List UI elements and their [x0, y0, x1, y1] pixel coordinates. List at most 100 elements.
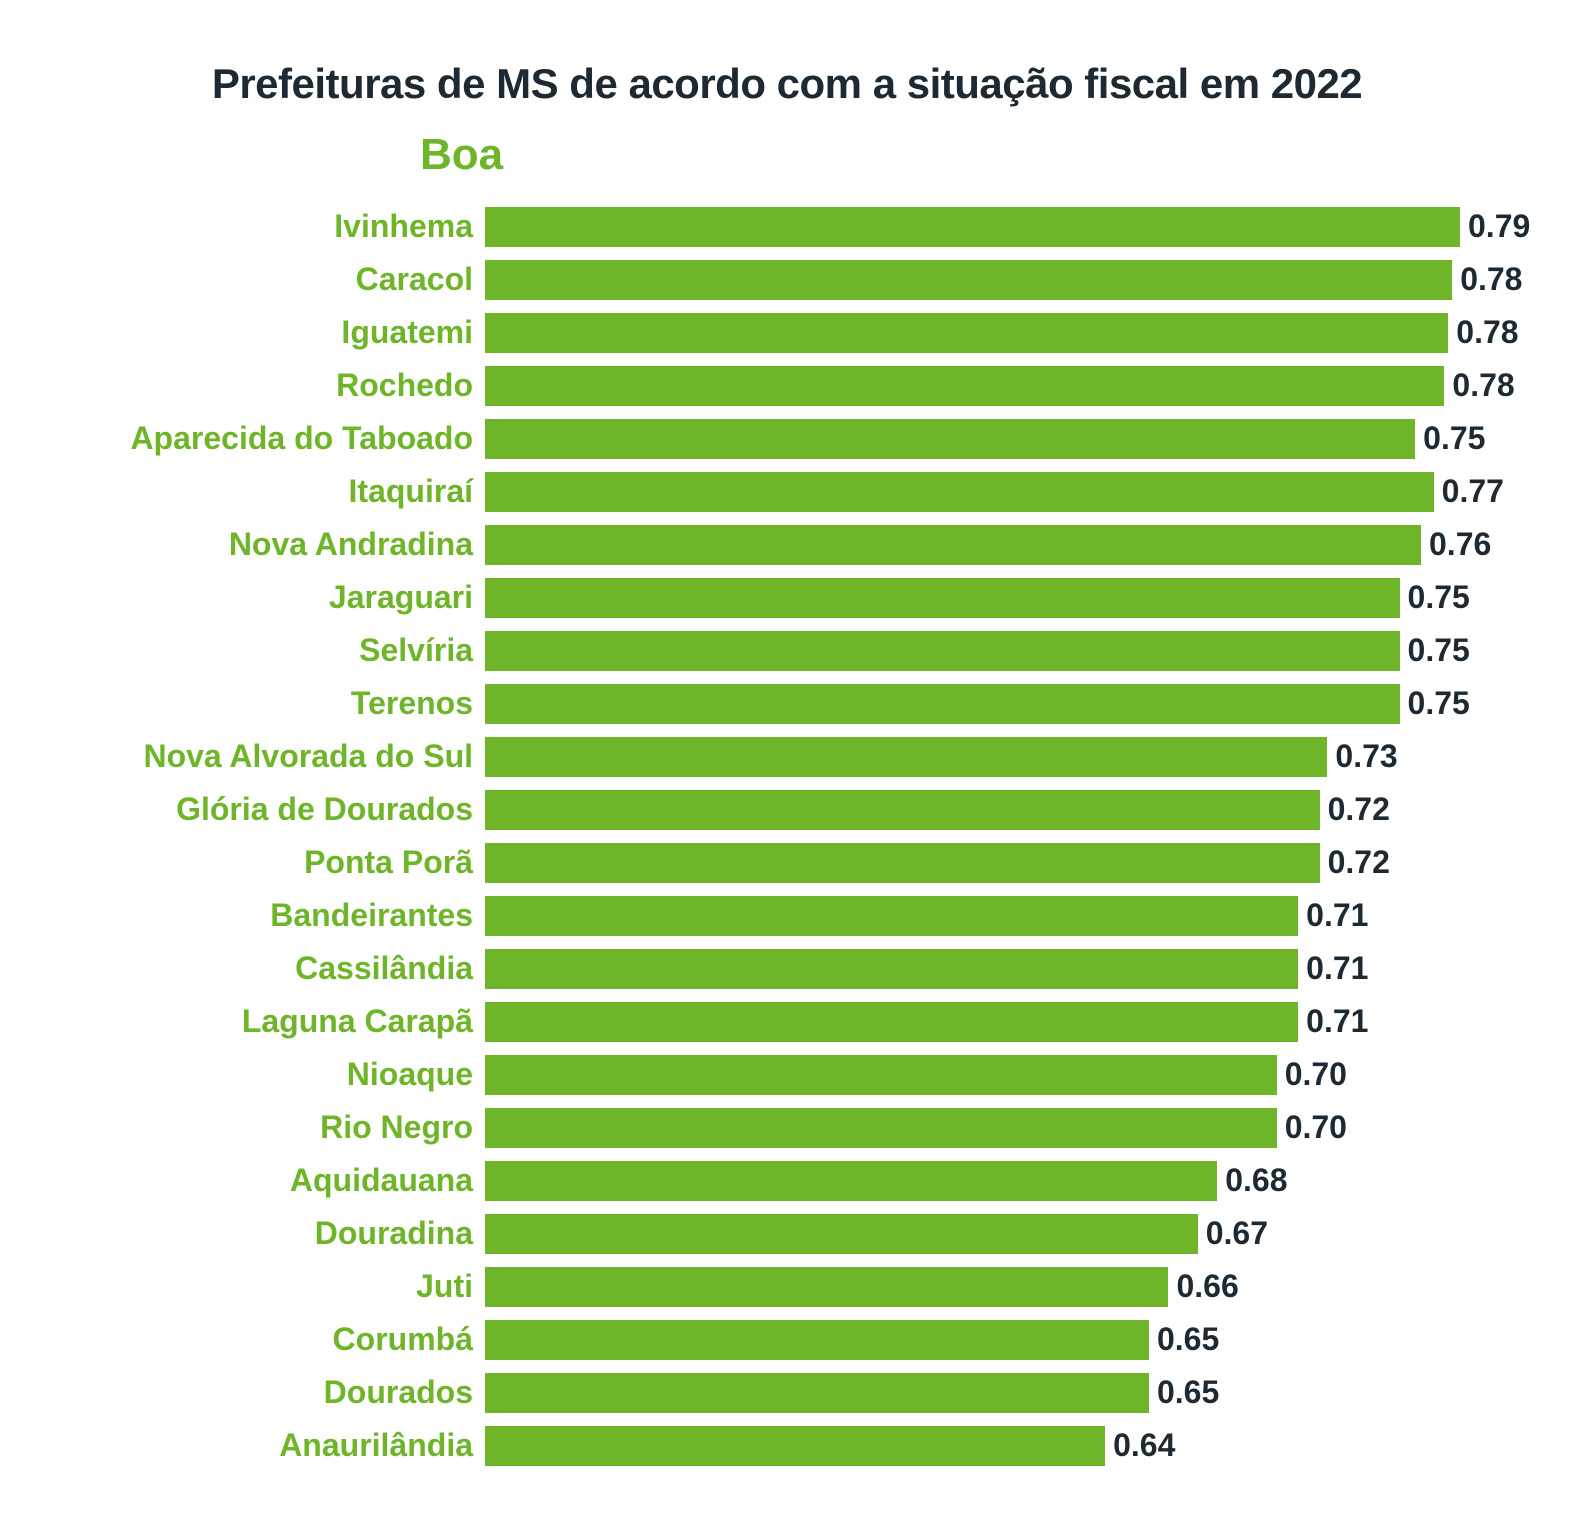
bar: [485, 578, 1400, 618]
bar: [485, 1267, 1168, 1307]
bar-row: Juti 0.66: [50, 1260, 1524, 1313]
bar-label: Ivinhema: [50, 208, 485, 245]
bar: [485, 1373, 1149, 1413]
bar-area: 0.71: [485, 949, 1524, 989]
bar-row: Douradina 0.67: [50, 1207, 1524, 1260]
bar: [485, 525, 1421, 565]
bar-value: 0.71: [1298, 897, 1368, 934]
bar-area: 0.77: [485, 472, 1524, 512]
bar-area: 0.78: [485, 260, 1524, 300]
bar-area: 0.67: [485, 1214, 1524, 1254]
bar-area: 0.71: [485, 1002, 1524, 1042]
bar-row: Nova Alvorada do Sul 0.73: [50, 730, 1524, 783]
bar-value: 0.70: [1277, 1056, 1347, 1093]
bar-row: Anaurilândia0.64: [50, 1419, 1524, 1472]
bar-row: Iguatemi0.78: [50, 306, 1524, 359]
bar-label: Douradina: [50, 1215, 485, 1252]
bar-row: Caracol0.78: [50, 253, 1524, 306]
bar: [485, 843, 1320, 883]
bar: [485, 1055, 1277, 1095]
bar-value: 0.75: [1400, 685, 1470, 722]
bar: [485, 949, 1298, 989]
bar: [485, 313, 1448, 353]
bar-value: 0.65: [1149, 1374, 1219, 1411]
bar-label: Itaquiraí: [50, 473, 485, 510]
bar-area: 0.75: [485, 684, 1524, 724]
chart-title: Prefeituras de MS de acordo com a situaç…: [50, 60, 1524, 108]
bar-value: 0.75: [1400, 632, 1470, 669]
bar: [485, 737, 1327, 777]
bar-label: Jaraguari: [50, 579, 485, 616]
chart-container: Prefeituras de MS de acordo com a situaç…: [0, 0, 1574, 1536]
bar-area: 0.75: [485, 578, 1524, 618]
bar-value: 0.70: [1277, 1109, 1347, 1146]
bar-area: 0.76: [485, 525, 1524, 565]
bar: [485, 896, 1298, 936]
bar-row: Cassilândia0.71: [50, 942, 1524, 995]
bar-area: 0.73: [485, 737, 1524, 777]
bar-chart: Ivinhema0.79Caracol0.78Iguatemi0.78Roche…: [50, 200, 1524, 1472]
bar-label: Aparecida do Taboado: [50, 420, 485, 457]
bar-area: 0.65: [485, 1373, 1524, 1413]
bar: [485, 260, 1452, 300]
chart-subtitle: Boa: [420, 130, 1524, 180]
bar: [485, 1320, 1149, 1360]
bar-value: 0.64: [1105, 1427, 1175, 1464]
bar-row: Aquidauana 0.68: [50, 1154, 1524, 1207]
bar-area: 0.64: [485, 1426, 1524, 1466]
bar: [485, 684, 1400, 724]
bar-row: Ivinhema0.79: [50, 200, 1524, 253]
bar-label: Juti: [50, 1268, 485, 1305]
bar-value: 0.68: [1217, 1162, 1287, 1199]
bar-row: Corumbá 0.65: [50, 1313, 1524, 1366]
bar-value: 0.79: [1460, 208, 1530, 245]
bar: [485, 1214, 1198, 1254]
bar-row: Nioaque 0.70: [50, 1048, 1524, 1101]
bar: [485, 790, 1320, 830]
bar: [485, 207, 1460, 247]
bar: [485, 472, 1434, 512]
bar-value: 0.72: [1320, 791, 1390, 828]
bar-area: 0.75: [485, 419, 1524, 459]
bar: [485, 1161, 1217, 1201]
bar-row: Nova Andradina0.76: [50, 518, 1524, 571]
bar-value: 0.73: [1327, 738, 1397, 775]
bar-value: 0.78: [1444, 367, 1514, 404]
bar-label: Ponta Porã: [50, 844, 485, 881]
bar-value: 0.65: [1149, 1321, 1219, 1358]
bar-area: 0.71: [485, 896, 1524, 936]
bar-label: Corumbá: [50, 1321, 485, 1358]
bar-row: Dourados0.65: [50, 1366, 1524, 1419]
bar-label: Nioaque: [50, 1056, 485, 1093]
bar-label: Nova Alvorada do Sul: [50, 738, 485, 775]
bar-area: 0.65: [485, 1320, 1524, 1360]
bar-area: 0.72: [485, 790, 1524, 830]
bar-row: Glória de Dourados 0.72: [50, 783, 1524, 836]
bar: [485, 366, 1444, 406]
bar-area: 0.68: [485, 1161, 1524, 1201]
bar-row: Terenos 0.75: [50, 677, 1524, 730]
bar-label: Glória de Dourados: [50, 791, 485, 828]
bar-label: Rio Negro: [50, 1109, 485, 1146]
bar-area: 0.78: [485, 366, 1524, 406]
bar-label: Rochedo: [50, 367, 485, 404]
bar-row: Selvíria 0.75: [50, 624, 1524, 677]
bar-value: 0.66: [1168, 1268, 1238, 1305]
bar: [485, 1426, 1105, 1466]
bar-label: Terenos: [50, 685, 485, 722]
bar-label: Aquidauana: [50, 1162, 485, 1199]
bar: [485, 631, 1400, 671]
bar-label: Selvíria: [50, 632, 485, 669]
bar-row: Rochedo 0.78: [50, 359, 1524, 412]
bar-row: Aparecida do Taboado0.75: [50, 412, 1524, 465]
bar: [485, 1108, 1277, 1148]
bar-value: 0.67: [1198, 1215, 1268, 1252]
bar-area: 0.70: [485, 1108, 1524, 1148]
bar-row: Bandeirantes0.71: [50, 889, 1524, 942]
bar-value: 0.76: [1421, 526, 1491, 563]
bar-area: 0.66: [485, 1267, 1524, 1307]
bar-area: 0.70: [485, 1055, 1524, 1095]
bar-label: Cassilândia: [50, 950, 485, 987]
bar-row: Laguna Carapã0.71: [50, 995, 1524, 1048]
bar-row: Rio Negro 0.70: [50, 1101, 1524, 1154]
